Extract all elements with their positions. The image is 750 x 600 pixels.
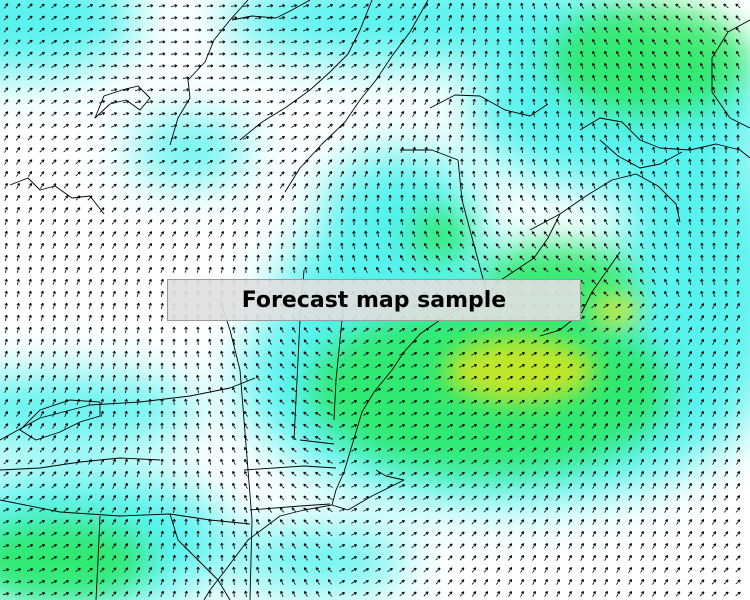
lake-outlines <box>19 399 101 441</box>
wind-arrows-path <box>2 2 741 598</box>
map-title-label: Forecast map sample <box>167 279 581 321</box>
wind-vector-field <box>2 2 741 598</box>
